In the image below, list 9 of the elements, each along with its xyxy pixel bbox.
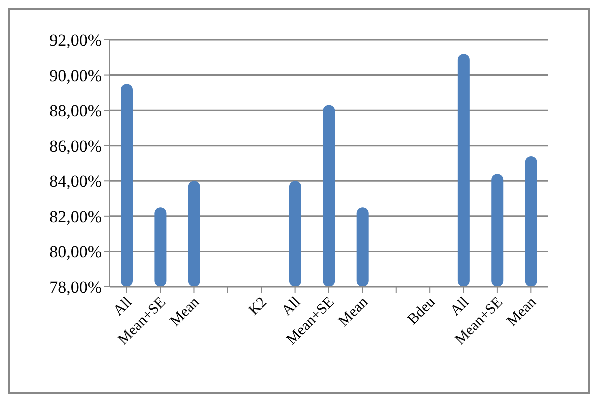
y-tick-label: 82,00% (50, 207, 102, 226)
y-tick-label: 90,00% (50, 66, 102, 86)
y-tick-label: 84,00% (50, 172, 102, 192)
y-tick-label: 86,00% (50, 136, 102, 156)
y-tick-label: 88,00% (50, 102, 102, 121)
y-tick-label: 92,00% (50, 31, 102, 50)
x-tick-label: K2 (246, 294, 270, 319)
y-tick-label: 78,00% (50, 278, 102, 298)
y-tick-label: 80,00% (50, 242, 102, 262)
